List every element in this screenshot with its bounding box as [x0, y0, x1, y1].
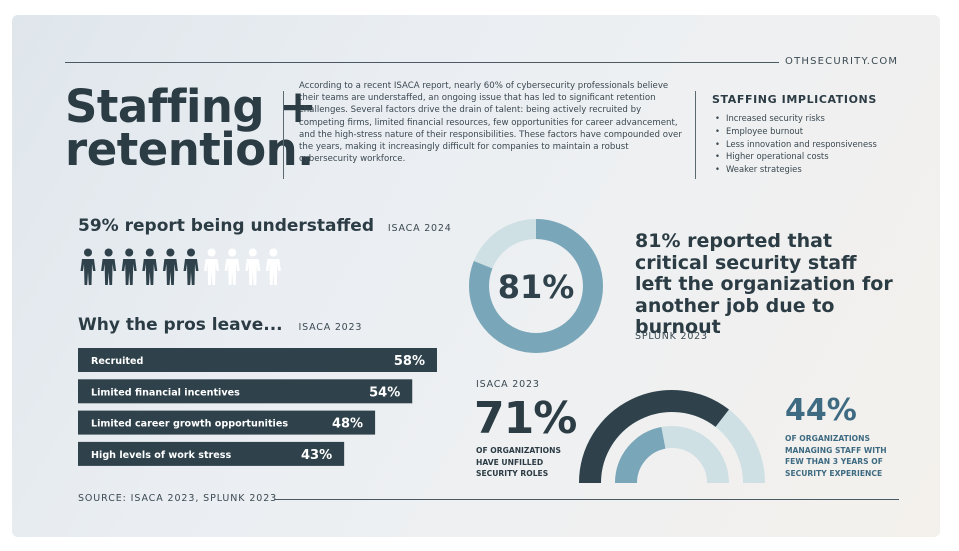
understaffed-title-text: 59% report being understaffed [78, 216, 374, 236]
bar-category-label: Limited career growth opportunities [91, 419, 288, 430]
burnout-donut-chart: 81% [469, 219, 603, 353]
experience-value: 44% [785, 393, 857, 428]
bar [78, 348, 437, 372]
bar-category-label: Recruited [91, 356, 144, 367]
semicircle-chart [579, 390, 765, 484]
why-source: ISACA 2023 [298, 322, 363, 333]
top-rule [65, 62, 779, 63]
divider-right [695, 91, 696, 179]
donut-value-label: 81% [498, 268, 575, 306]
donut-slice [469, 219, 603, 353]
unfilled-source: ISACA 2023 [476, 379, 540, 390]
infographic-card: OTHSECURITY.COM Staffing + retention. Ac… [12, 15, 940, 537]
person-icon [224, 248, 240, 285]
bar-category-label: High levels of work stress [91, 450, 232, 461]
why-title: Why the pros leave... ISACA 2023 [78, 315, 362, 335]
page-title: Staffing + retention. [65, 80, 317, 176]
implication-item: Weaker strategies [712, 163, 877, 176]
experience-text: OF ORGANIZATIONS MANAGING STAFF WITH FEW… [785, 434, 887, 478]
person-icon [80, 248, 96, 285]
arc-value [615, 427, 667, 484]
bar-value-label: 58% [394, 354, 425, 369]
person-icon [142, 248, 158, 285]
implications-list: Increased security risks Employee burnou… [712, 112, 877, 176]
bar [78, 441, 345, 466]
person-icon [121, 248, 137, 285]
implication-item: Employee burnout [712, 125, 877, 138]
reasons-bar-chart: Recruited 58% Limited financial incentives… [78, 348, 437, 466]
person-icon [101, 248, 117, 285]
person-icon [204, 248, 220, 285]
divider-left [283, 91, 284, 179]
site-url[interactable]: OTHSECURITY.COM [785, 56, 899, 67]
bar-value-label: 43% [301, 448, 332, 463]
implication-item: Less innovation and responsiveness [712, 138, 877, 151]
bar [78, 379, 413, 404]
unfilled-text: OF ORGANIZATIONS HAVE UNFILLED SECURITY … [476, 446, 561, 478]
person-icon [183, 248, 199, 285]
people-pictogram [80, 248, 281, 285]
why-title-text: Why the pros leave... [78, 315, 283, 335]
person-icon [265, 248, 281, 285]
burnout-source: SPLUNK 2023 [635, 331, 708, 342]
footer-source: SOURCE: ISACA 2023, SPLUNK 2023 [78, 493, 278, 504]
implication-item: Higher operational costs [712, 150, 877, 163]
intro-paragraph: According to a recent ISACA report, near… [299, 81, 682, 165]
bar-category-label: Limited financial incentives [91, 387, 240, 398]
person-icon [162, 248, 178, 285]
implication-item: Increased security risks [712, 112, 877, 125]
understaffed-title: 59% report being understaffed ISACA 2024 [78, 216, 452, 236]
arc-value [579, 390, 729, 484]
implications-title: STAFFING IMPLICATIONS [712, 93, 877, 106]
person-icon [245, 248, 261, 285]
burnout-text: 81% reported that critical security staf… [635, 230, 893, 338]
bottom-rule [274, 499, 899, 500]
unfilled-value: 71% [474, 393, 577, 444]
understaffed-source: ISACA 2024 [387, 223, 452, 234]
bar [78, 410, 376, 435]
bar-value-label: 54% [369, 385, 400, 400]
bar-value-label: 48% [332, 417, 363, 432]
